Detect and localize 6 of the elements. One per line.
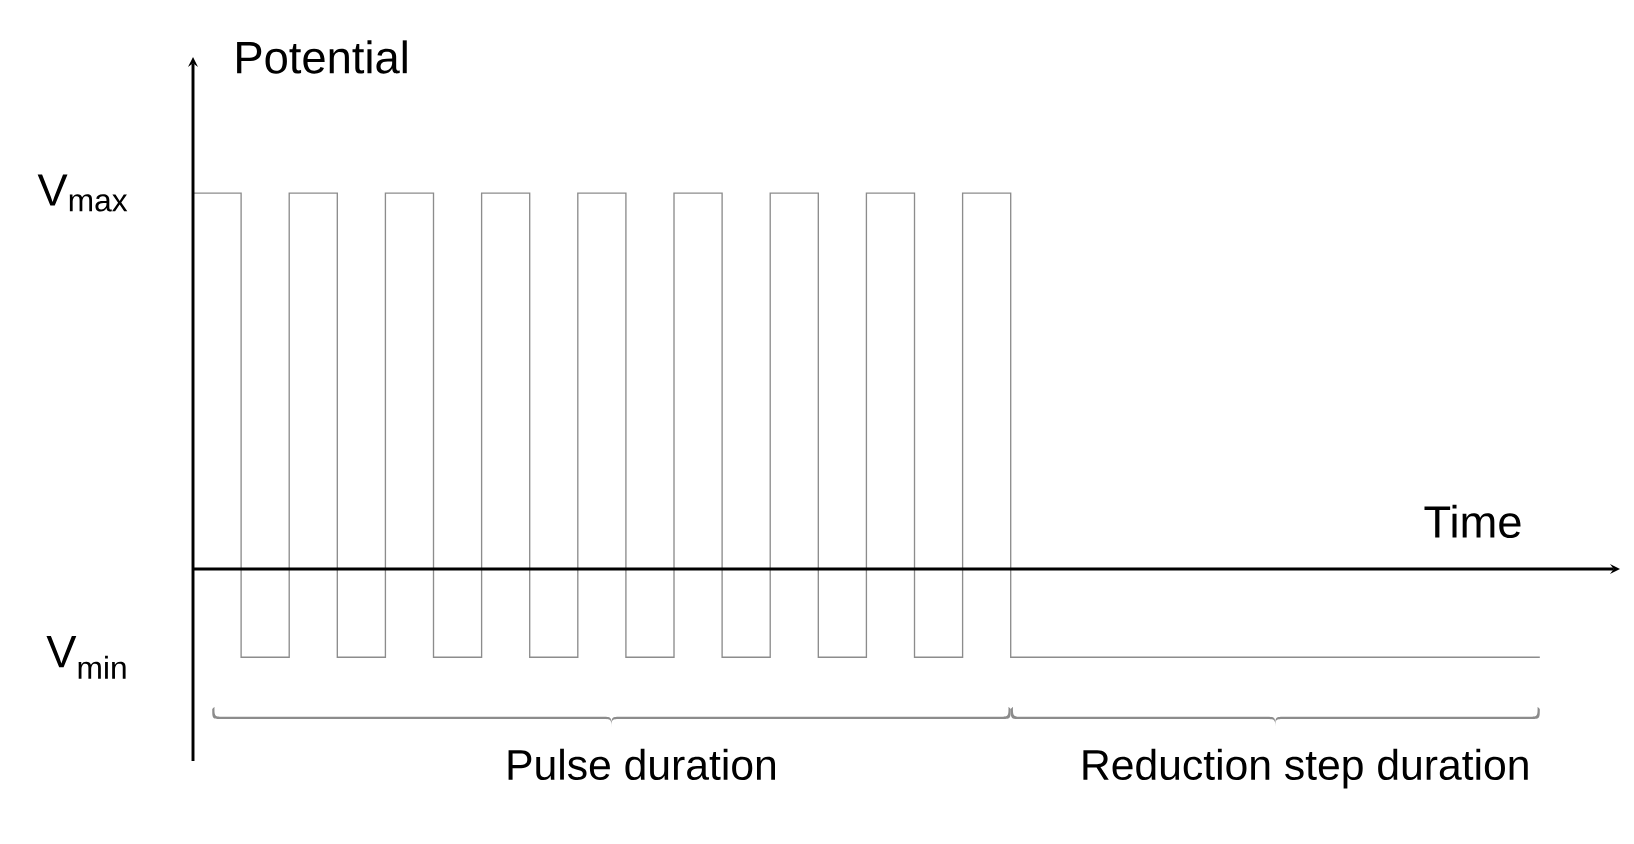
text: V$_{min}$ — [46, 635, 126, 679]
text: Reduction step duration — [1083, 748, 1528, 789]
y-axis-title: Potential — [237, 40, 407, 74]
text: Pulse duration — [508, 748, 775, 781]
text: V$_{max}$ — [37, 174, 128, 212]
x-axis-title: Time — [1424, 504, 1521, 539]
